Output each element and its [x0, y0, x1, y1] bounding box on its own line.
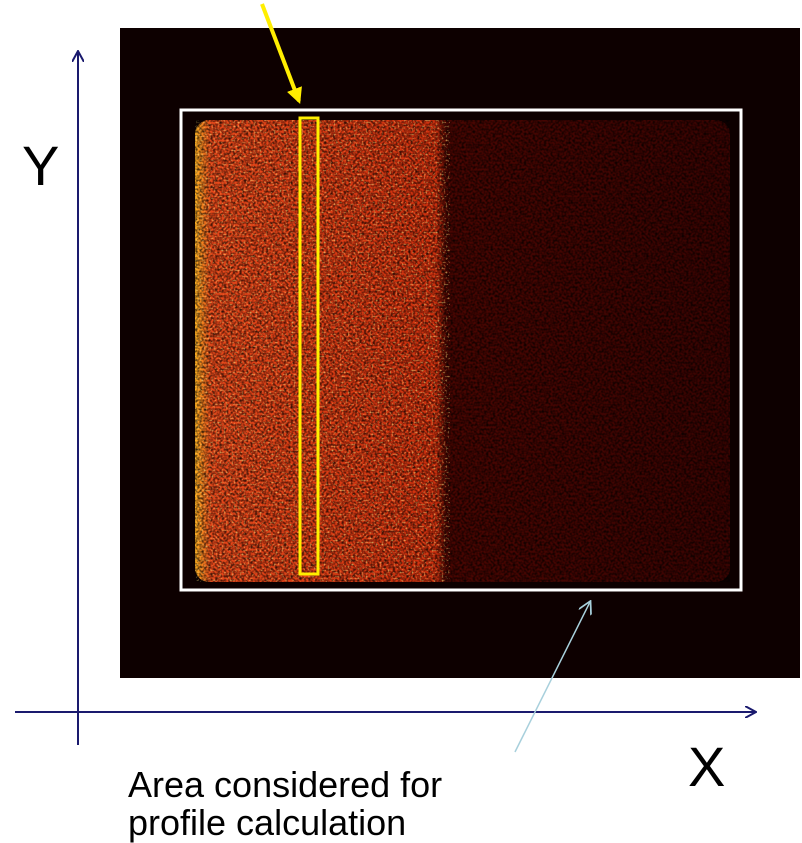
profile-strip	[298, 116, 320, 576]
strip-arrow	[260, 3, 302, 104]
profile-area	[179, 108, 743, 592]
heatmap-highlights	[195, 120, 450, 582]
annotation-arrow	[514, 602, 590, 753]
annotation-line: Area considered for	[128, 764, 442, 805]
x-label: X	[688, 735, 725, 798]
y-label: Y	[22, 134, 59, 197]
annotation-line: profile calculation	[128, 802, 406, 843]
